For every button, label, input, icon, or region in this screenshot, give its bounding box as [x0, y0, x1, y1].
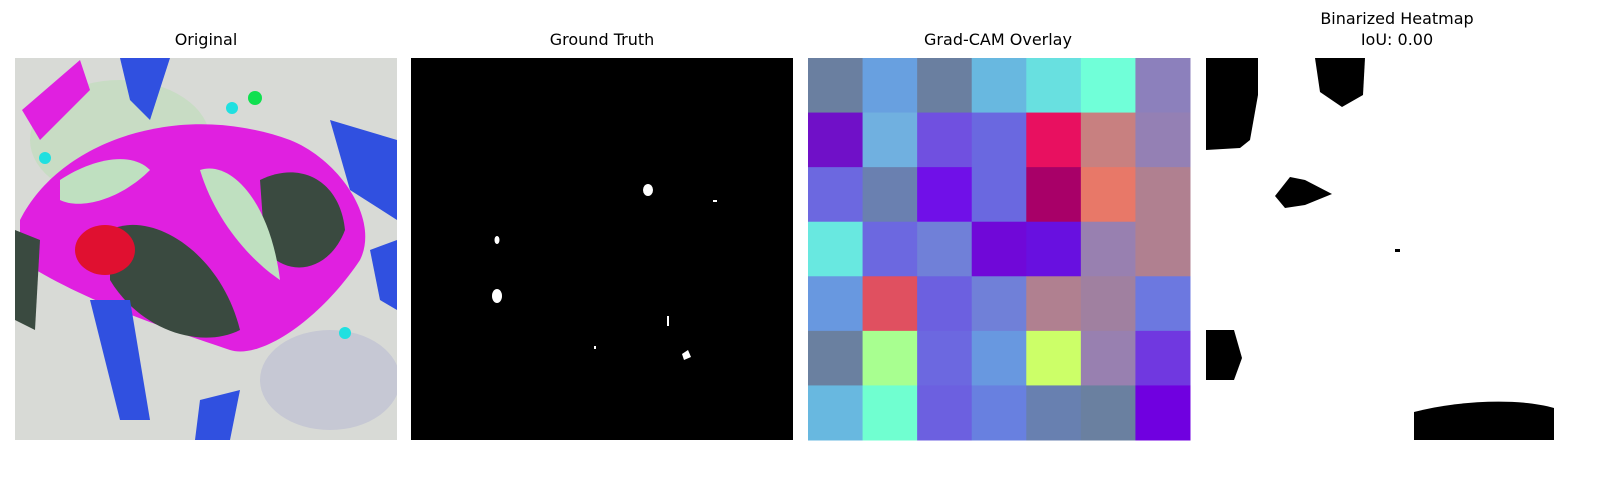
cam-cell: [1135, 58, 1191, 114]
cam-cell: [1026, 276, 1082, 332]
cam-cell: [862, 385, 918, 441]
cam-cell: [862, 330, 918, 386]
cam-cell: [862, 276, 918, 332]
cam-cell: [1026, 58, 1082, 114]
cam-cell: [1135, 221, 1191, 277]
cam-cell: [971, 385, 1027, 441]
cam-cell: [1080, 112, 1136, 168]
cam-cell: [917, 385, 973, 441]
cam-cell: [917, 112, 973, 168]
cam-cell: [917, 276, 973, 332]
original-image: [15, 58, 397, 440]
cam-cell: [808, 330, 864, 386]
binarized-heatmap: [1206, 58, 1588, 440]
cam-cell: [1026, 385, 1082, 441]
cam-cell: [1135, 385, 1191, 441]
panel-title: Original: [175, 30, 238, 49]
cam-cell: [1080, 221, 1136, 277]
cam-cell: [1026, 330, 1082, 386]
cam-cell: [862, 58, 918, 114]
cam-cell: [1080, 385, 1136, 441]
panel-subtitle: IoU: 0.00: [1361, 30, 1433, 49]
cam-cell: [917, 330, 973, 386]
cam-cell: [1080, 330, 1136, 386]
cam-cell: [917, 58, 973, 114]
cam-cell: [808, 221, 864, 277]
cam-cell: [808, 112, 864, 168]
cam-cell: [808, 58, 864, 114]
cam-cell: [971, 330, 1027, 386]
cam-cell: [1026, 167, 1082, 223]
cam-cell: [808, 276, 864, 332]
cam-cell: [1080, 276, 1136, 332]
cam-cell: [862, 167, 918, 223]
panel-title: Ground Truth: [550, 30, 655, 49]
cam-cell: [1135, 330, 1191, 386]
cam-cell: [808, 167, 864, 223]
cam-cell: [1080, 58, 1136, 114]
panel-title: Binarized Heatmap: [1320, 9, 1473, 28]
cam-cell: [917, 167, 973, 223]
cam-cell: [1026, 112, 1082, 168]
cam-cell: [1135, 112, 1191, 168]
cam-cell: [1135, 276, 1191, 332]
cam-cell: [1080, 167, 1136, 223]
cam-cell: [1026, 221, 1082, 277]
cam-cell: [971, 167, 1027, 223]
cam-cell: [1135, 167, 1191, 223]
panel-title: Grad-CAM Overlay: [924, 30, 1072, 49]
cam-cell: [971, 276, 1027, 332]
cam-cell: [971, 58, 1027, 114]
cam-cell: [971, 112, 1027, 168]
cam-cell: [862, 112, 918, 168]
ground-truth-mask: [411, 58, 793, 440]
cam-cell: [917, 221, 973, 277]
gradcam-overlay: [808, 58, 1191, 441]
cam-cell: [862, 221, 918, 277]
cam-cell: [971, 221, 1027, 277]
cam-cell: [808, 385, 864, 441]
